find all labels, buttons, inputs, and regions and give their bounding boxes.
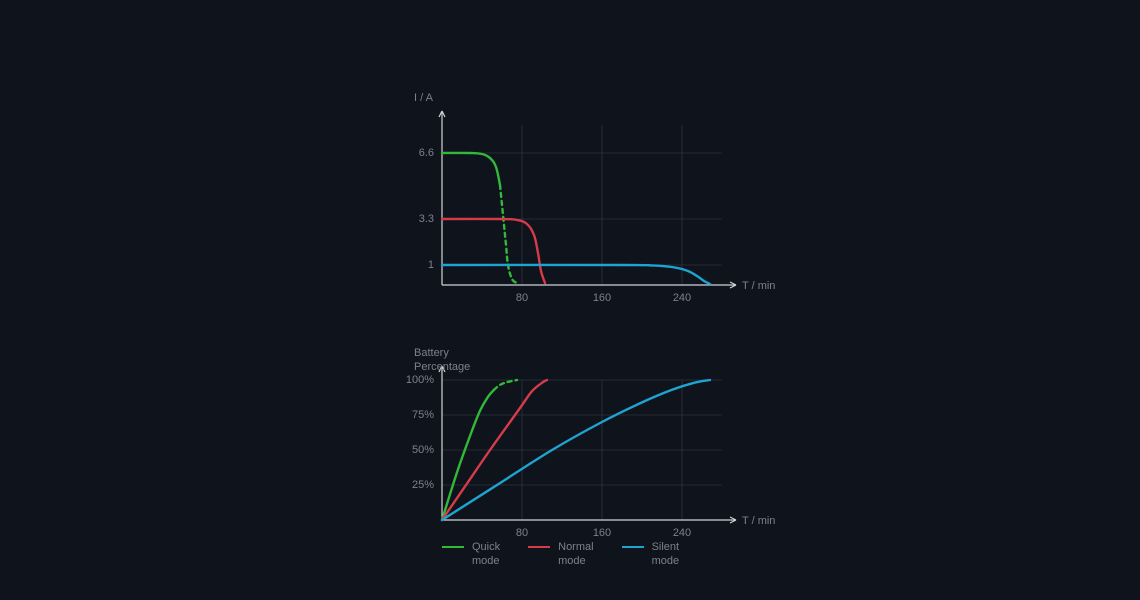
x-axis-title: T / min bbox=[742, 279, 775, 293]
y-axis-title: Battery Percentage bbox=[414, 346, 470, 375]
x-tick-label: 160 bbox=[590, 291, 614, 305]
x-tick-label: 80 bbox=[510, 526, 534, 540]
legend-label: Normal mode bbox=[558, 540, 593, 569]
y-tick-label: 25% bbox=[412, 478, 434, 492]
y-tick-label: 6.6 bbox=[419, 146, 434, 160]
x-tick-label: 80 bbox=[510, 291, 534, 305]
y-tick-label: 75% bbox=[412, 408, 434, 422]
series-normal bbox=[442, 219, 545, 283]
chart_top bbox=[442, 125, 722, 285]
y-axis-title: I / A bbox=[414, 91, 433, 105]
series-silent bbox=[442, 265, 710, 284]
legend-item-silent: Silent mode bbox=[622, 540, 680, 569]
y-tick-label: 100% bbox=[406, 373, 434, 387]
legend-swatch bbox=[442, 546, 464, 548]
chart_bottom bbox=[442, 380, 722, 520]
legend-swatch bbox=[528, 546, 550, 548]
legend-item-normal: Normal mode bbox=[528, 540, 593, 569]
x-tick-label: 160 bbox=[590, 526, 614, 540]
series-quick-dashed bbox=[494, 380, 517, 390]
y-tick-label: 1 bbox=[428, 258, 434, 272]
series-quick bbox=[442, 153, 500, 185]
y-tick-label: 50% bbox=[412, 443, 434, 457]
x-tick-label: 240 bbox=[670, 526, 694, 540]
x-axis-title: T / min bbox=[742, 514, 775, 528]
x-tick-label: 240 bbox=[670, 291, 694, 305]
series-quick-dashed bbox=[500, 185, 517, 283]
legend: Quick mode Normal mode Silent mode bbox=[442, 540, 679, 569]
legend-label: Silent mode bbox=[652, 540, 680, 569]
legend-label: Quick mode bbox=[472, 540, 500, 569]
legend-swatch bbox=[622, 546, 644, 548]
y-tick-label: 3.3 bbox=[419, 212, 434, 226]
legend-item-quick: Quick mode bbox=[442, 540, 500, 569]
